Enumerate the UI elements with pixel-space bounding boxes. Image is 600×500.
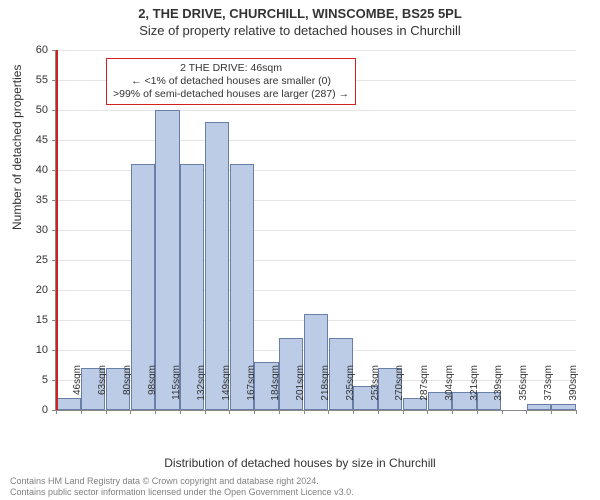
xtick-mark <box>205 410 206 414</box>
xtick-mark <box>378 410 379 414</box>
annotation-line: >99% of semi-detached houses are larger … <box>113 88 349 101</box>
xtick-mark <box>477 410 478 414</box>
plot-area: 05101520253035404550556046sqm63sqm80sqm9… <box>55 50 576 411</box>
xtick-mark <box>576 410 577 414</box>
footer-line-1: Contains HM Land Registry data © Crown c… <box>10 476 354 487</box>
gridline <box>56 50 576 51</box>
annotation-line: 2 THE DRIVE: 46sqm <box>113 62 349 75</box>
xtick-label: 339sqm <box>493 365 504 415</box>
page-title-address: 2, THE DRIVE, CHURCHILL, WINSCOMBE, BS25… <box>0 0 600 21</box>
ytick-label: 0 <box>18 404 48 416</box>
ytick-label: 5 <box>18 374 48 386</box>
xtick-mark <box>155 410 156 414</box>
y-axis-title: Number of detached properties <box>10 65 24 230</box>
xtick-mark <box>328 410 329 414</box>
xtick-mark <box>403 410 404 414</box>
gridline <box>56 110 576 111</box>
x-axis-title: Distribution of detached houses by size … <box>0 456 600 470</box>
ytick-label: 10 <box>18 344 48 356</box>
annotation-line: ← <1% of detached houses are smaller (0) <box>113 75 349 88</box>
xtick-mark <box>81 410 82 414</box>
xtick-mark <box>279 410 280 414</box>
xtick-mark <box>56 410 57 414</box>
xtick-mark <box>130 410 131 414</box>
xtick-mark <box>502 410 503 414</box>
gridline <box>56 140 576 141</box>
property-marker-line <box>56 50 58 410</box>
xtick-mark <box>180 410 181 414</box>
xtick-mark <box>353 410 354 414</box>
xtick-mark <box>452 410 453 414</box>
xtick-mark <box>254 410 255 414</box>
ytick-label: 60 <box>18 44 48 56</box>
xtick-mark <box>304 410 305 414</box>
footer-line-2: Contains public sector information licen… <box>10 487 354 498</box>
xtick-mark <box>229 410 230 414</box>
xtick-label: 390sqm <box>568 365 579 415</box>
annotation-box: 2 THE DRIVE: 46sqm← <1% of detached hous… <box>106 58 356 105</box>
ytick-label: 25 <box>18 254 48 266</box>
page-subtitle: Size of property relative to detached ho… <box>0 21 600 38</box>
ytick-label: 15 <box>18 314 48 326</box>
xtick-mark <box>427 410 428 414</box>
histogram-chart: 05101520253035404550556046sqm63sqm80sqm9… <box>55 50 575 410</box>
xtick-mark <box>106 410 107 414</box>
xtick-mark <box>526 410 527 414</box>
ytick-label: 20 <box>18 284 48 296</box>
footer-attribution: Contains HM Land Registry data © Crown c… <box>10 476 354 498</box>
xtick-mark <box>551 410 552 414</box>
